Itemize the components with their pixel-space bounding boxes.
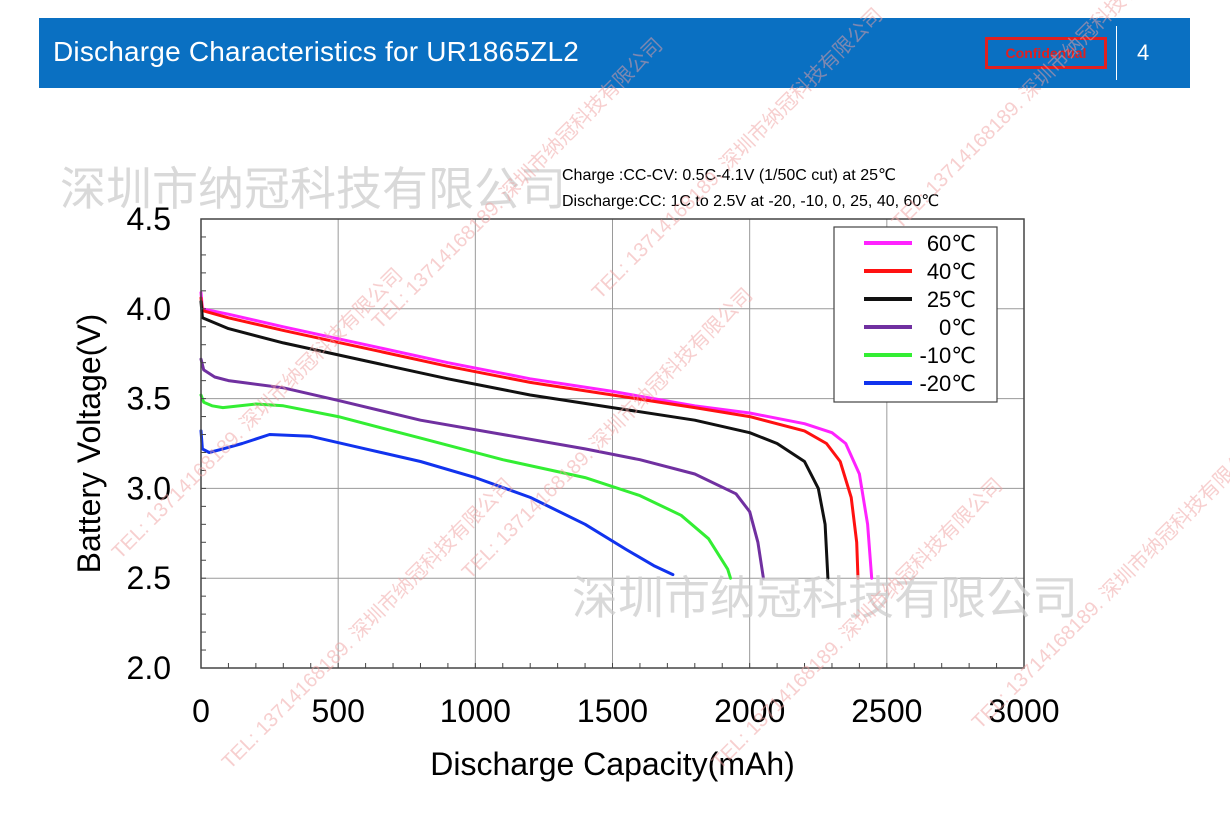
x-axis-label: Discharge Capacity(mAh) bbox=[430, 746, 795, 782]
legend-label: 25℃ bbox=[927, 287, 976, 312]
x-tick-label: 2000 bbox=[714, 693, 785, 729]
series-line-0 bbox=[199, 291, 874, 580]
y-tick-label: 3.0 bbox=[127, 470, 171, 506]
x-tick-label: 1000 bbox=[440, 693, 511, 729]
chart-note: Discharge:CC: 1C to 2.5V at -20, -10, 0,… bbox=[562, 193, 939, 210]
diagonal-watermark: TEL: 13714168189. 深圳市纳冠科技有限公司 bbox=[887, 0, 1187, 234]
x-tick-label: 0 bbox=[192, 693, 210, 729]
x-tick-label: 2500 bbox=[851, 693, 922, 729]
series-line-5 bbox=[199, 429, 675, 577]
x-tick-label: 500 bbox=[311, 693, 364, 729]
header-divider bbox=[1116, 26, 1117, 80]
x-tick-label: 3000 bbox=[988, 693, 1059, 729]
page-title: Discharge Characteristics for UR1865ZL2 bbox=[53, 36, 580, 67]
page-number: 4 bbox=[1137, 40, 1150, 65]
plot-frame bbox=[200, 218, 1025, 669]
series-line-1 bbox=[199, 296, 860, 580]
series-line-4 bbox=[199, 393, 732, 580]
legend-label: 40℃ bbox=[927, 259, 976, 284]
y-axis-label: Battery Voltage(V) bbox=[71, 314, 107, 574]
series-line-2 bbox=[199, 300, 830, 580]
y-tick-label: 3.5 bbox=[127, 381, 171, 417]
legend-label: -20℃ bbox=[919, 371, 976, 396]
y-tick-label: 4.5 bbox=[127, 201, 171, 237]
x-tick-label: 1500 bbox=[577, 693, 648, 729]
header-bar: Discharge Characteristics for UR1865ZL2 … bbox=[39, 18, 1190, 88]
legend-label: 60℃ bbox=[927, 231, 976, 256]
y-tick-label: 2.0 bbox=[127, 650, 171, 686]
y-tick-label: 4.0 bbox=[127, 291, 171, 327]
chart-note: Charge :CC-CV: 0.5C-4.1V (1/50C cut) at … bbox=[562, 167, 896, 184]
watermark-text: 深圳市纳冠科技有限公司 bbox=[60, 162, 566, 216]
legend-label: 0℃ bbox=[939, 315, 976, 340]
confidential-badge: Confidential bbox=[985, 37, 1107, 69]
legend-label: -10℃ bbox=[919, 343, 976, 368]
legend-box bbox=[833, 226, 998, 403]
series-line-3 bbox=[199, 357, 765, 580]
y-tick-label: 2.5 bbox=[127, 560, 171, 596]
watermark-text: 深圳市纳冠科技有限公司 bbox=[572, 571, 1078, 625]
